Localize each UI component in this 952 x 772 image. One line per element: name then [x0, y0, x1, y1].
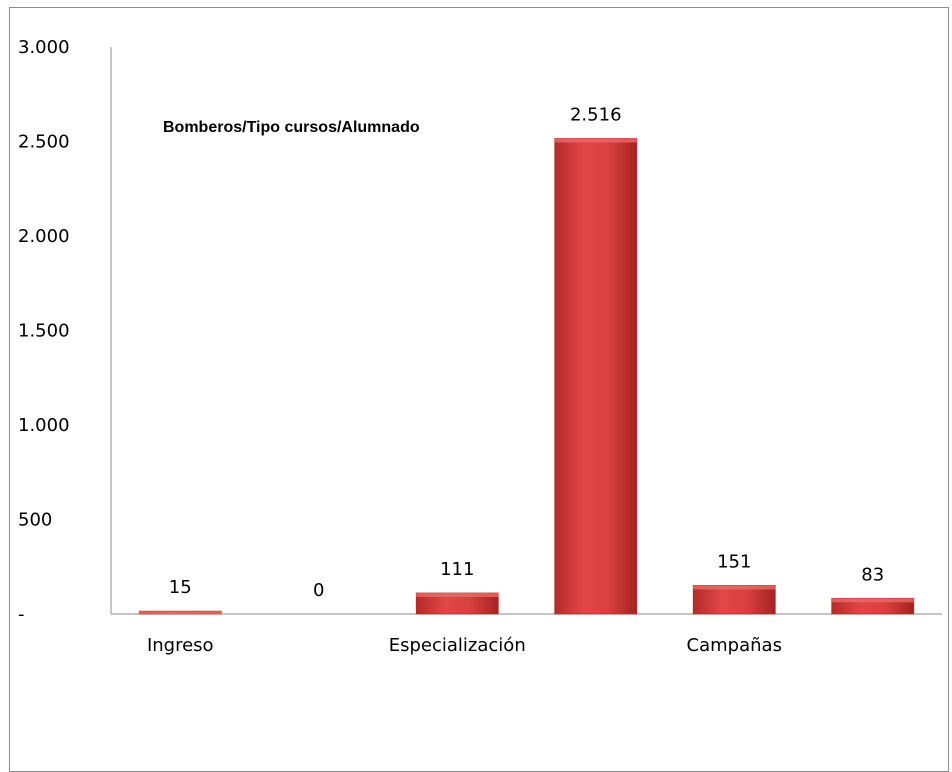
data-label: 83 [861, 564, 884, 585]
y-tick-label: 1.500 [18, 321, 70, 342]
data-label: 2.516 [570, 104, 622, 125]
y-tick-label: 1.000 [18, 415, 70, 436]
x-category-label: Campañas [687, 635, 782, 656]
chart-frame [9, 7, 949, 772]
data-label: 111 [440, 559, 474, 580]
y-tick-label: 2.500 [18, 132, 70, 153]
chart-title: Bomberos/Tipo cursos/Alumnado [163, 119, 420, 136]
y-tick-label: 500 [18, 510, 52, 531]
bar-top [139, 611, 222, 614]
data-label: 151 [717, 551, 751, 572]
x-category-label: Ingreso [147, 635, 214, 656]
y-tick-label: 2.000 [18, 226, 70, 247]
bars [138, 138, 915, 615]
bar [692, 585, 776, 615]
bar-top [554, 138, 637, 143]
x-category-label: Especialización [389, 635, 526, 656]
data-label: 0 [313, 580, 324, 601]
bar-top [693, 585, 776, 590]
bar [554, 138, 638, 615]
y-tick-label: 3.000 [18, 37, 70, 58]
axes [110, 47, 942, 615]
data-label: 15 [169, 577, 192, 598]
y-tick-label: - [18, 604, 25, 625]
bar-top [416, 593, 499, 598]
labels: - 500 1.000 1.500 2.000 2.500 3.000 15 Ingreso 0 1… [18, 37, 884, 656]
bar-top [831, 598, 914, 603]
